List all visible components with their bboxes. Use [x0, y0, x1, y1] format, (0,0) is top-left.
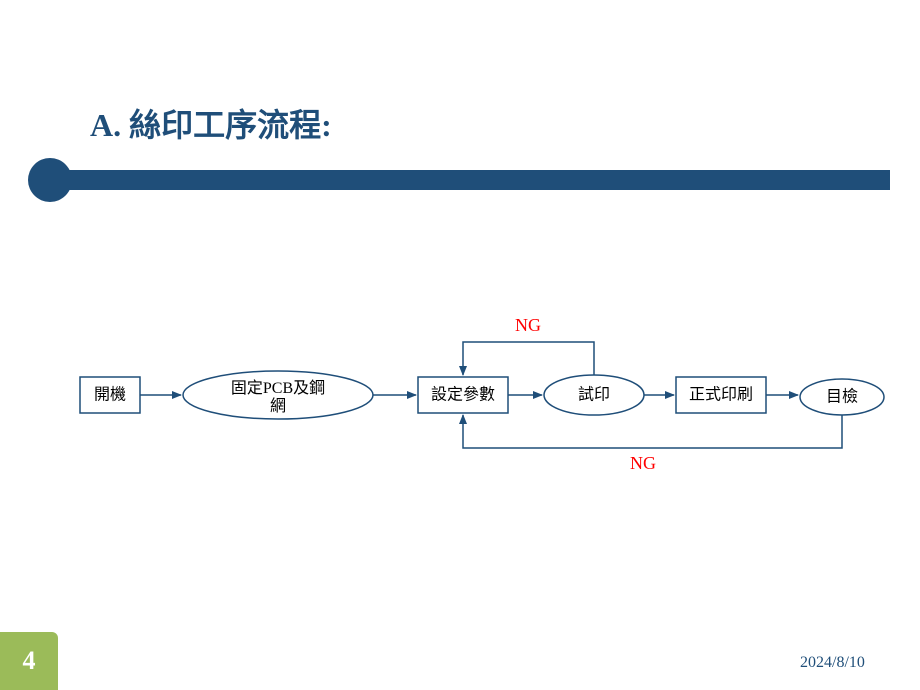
- flow-node-label: 目檢: [826, 388, 858, 406]
- flow-ng-label: NG: [630, 453, 656, 473]
- page-number-badge: 4: [0, 632, 58, 690]
- page-number: 4: [23, 646, 36, 676]
- flow-node-label: 試印: [578, 386, 610, 404]
- flow-node-label: 開機: [94, 386, 126, 404]
- flow-ng-label: NG: [515, 315, 541, 335]
- flow-nodes: 開機固定PCB及鋼網設定參數試印正式印刷目檢: [80, 371, 884, 419]
- flow-edge-feedback: [463, 342, 594, 375]
- flow-edge-feedback: [463, 415, 842, 448]
- flow-node-label: 正式印刷: [689, 386, 753, 404]
- slide-date: 2024/8/10: [800, 654, 865, 672]
- flow-node-label: 設定參數: [431, 386, 495, 404]
- slide: A. 絲印工序流程: 開機固定PCB及鋼網設定參數試印正式印刷目檢 NGNG 4…: [0, 0, 920, 690]
- flowchart: 開機固定PCB及鋼網設定參數試印正式印刷目檢 NGNG: [0, 0, 920, 690]
